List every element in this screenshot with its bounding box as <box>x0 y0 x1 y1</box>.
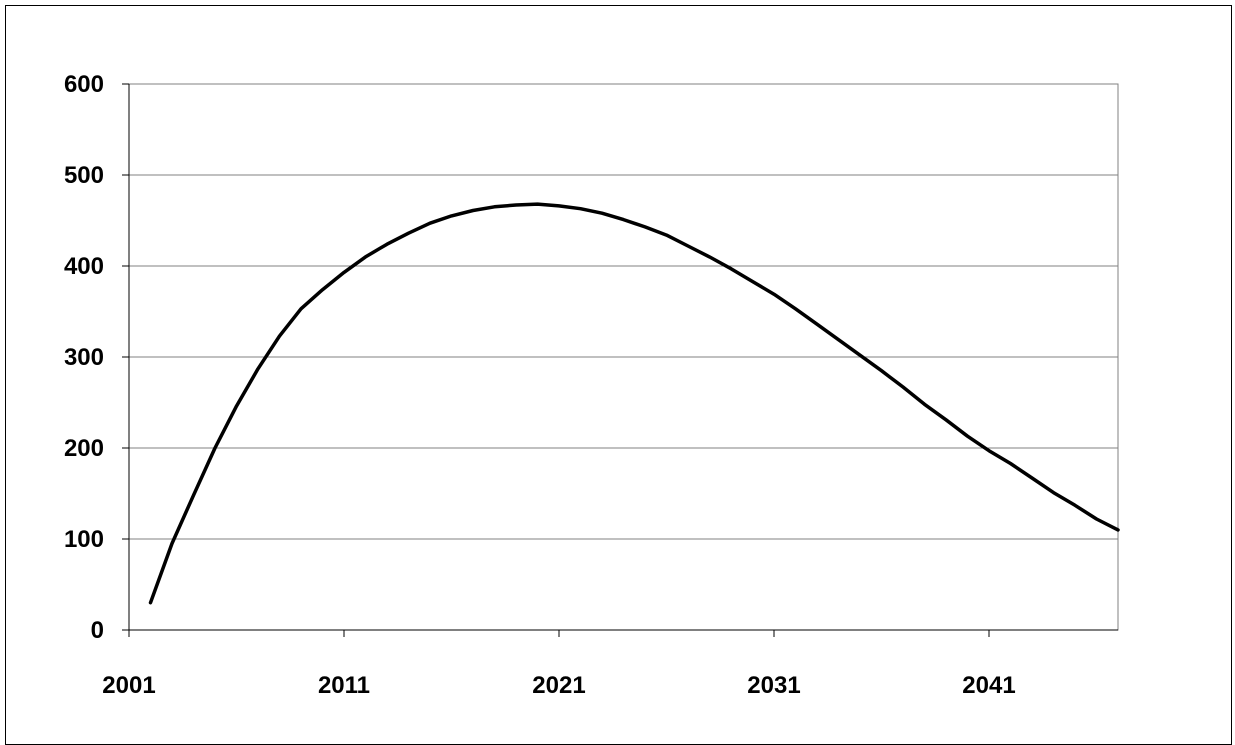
data-point <box>858 354 862 357</box>
gridlines <box>129 83 1118 540</box>
data-point <box>1030 476 1034 480</box>
data-point <box>471 209 475 212</box>
data-point <box>514 203 518 207</box>
x-tick-label: 2041 <box>962 672 1015 699</box>
data-point <box>923 403 926 406</box>
data-point <box>837 338 840 341</box>
y-tick-label: 500 <box>64 162 104 189</box>
y-tick-label: 400 <box>64 253 104 280</box>
data-point <box>966 435 969 438</box>
data-point <box>256 367 260 370</box>
data-point <box>149 601 152 604</box>
data-point <box>643 225 647 229</box>
data-point <box>794 307 797 310</box>
data-point <box>1116 528 1120 532</box>
y-tick-label: 200 <box>64 435 104 462</box>
data-point <box>987 449 991 452</box>
data-point <box>1095 517 1098 521</box>
y-tick-label: 300 <box>64 344 104 371</box>
data-point <box>278 334 281 338</box>
data-point <box>428 222 432 225</box>
data-point <box>1009 462 1012 465</box>
data-point <box>686 244 690 248</box>
data-point <box>299 307 303 310</box>
data-point <box>600 212 604 215</box>
y-axis-ticks: 0 100 200 300 400 500 600 <box>64 71 129 644</box>
series-layer <box>148 202 1120 605</box>
x-tick-label: 2011 <box>318 672 370 699</box>
y-tick-label: 600 <box>64 71 104 98</box>
data-point <box>536 202 539 206</box>
y-tick-label: 0 <box>91 617 104 644</box>
data-point <box>170 542 174 545</box>
data-point <box>880 369 883 372</box>
data-point <box>192 494 195 497</box>
data-point <box>815 323 819 326</box>
data-point <box>901 385 905 389</box>
y-tick-label: 100 <box>64 526 104 553</box>
data-point <box>450 214 453 218</box>
data-point <box>665 233 668 237</box>
data-point <box>751 280 754 283</box>
data-point <box>385 243 389 246</box>
data-point <box>579 207 582 210</box>
data-point <box>944 418 948 421</box>
data-point <box>321 288 324 291</box>
data-point <box>1073 504 1077 507</box>
data-point <box>1052 491 1055 494</box>
data-point <box>407 232 410 235</box>
data-point <box>708 255 711 259</box>
data-point <box>493 205 496 208</box>
x-tick-label: 2021 <box>532 672 585 699</box>
data-point <box>213 446 217 450</box>
data-point <box>235 404 238 408</box>
x-axis-ticks: 2001 2011 2021 2031 2041 <box>102 630 1016 699</box>
data-point <box>342 271 346 274</box>
data-point <box>364 255 367 259</box>
x-tick-label: 2001 <box>102 672 155 699</box>
data-point <box>772 293 776 296</box>
data-point <box>729 267 733 270</box>
data-point <box>557 204 561 208</box>
data-point <box>622 218 625 221</box>
series-line <box>148 202 1120 605</box>
x-tick-label: 2031 <box>747 672 800 699</box>
